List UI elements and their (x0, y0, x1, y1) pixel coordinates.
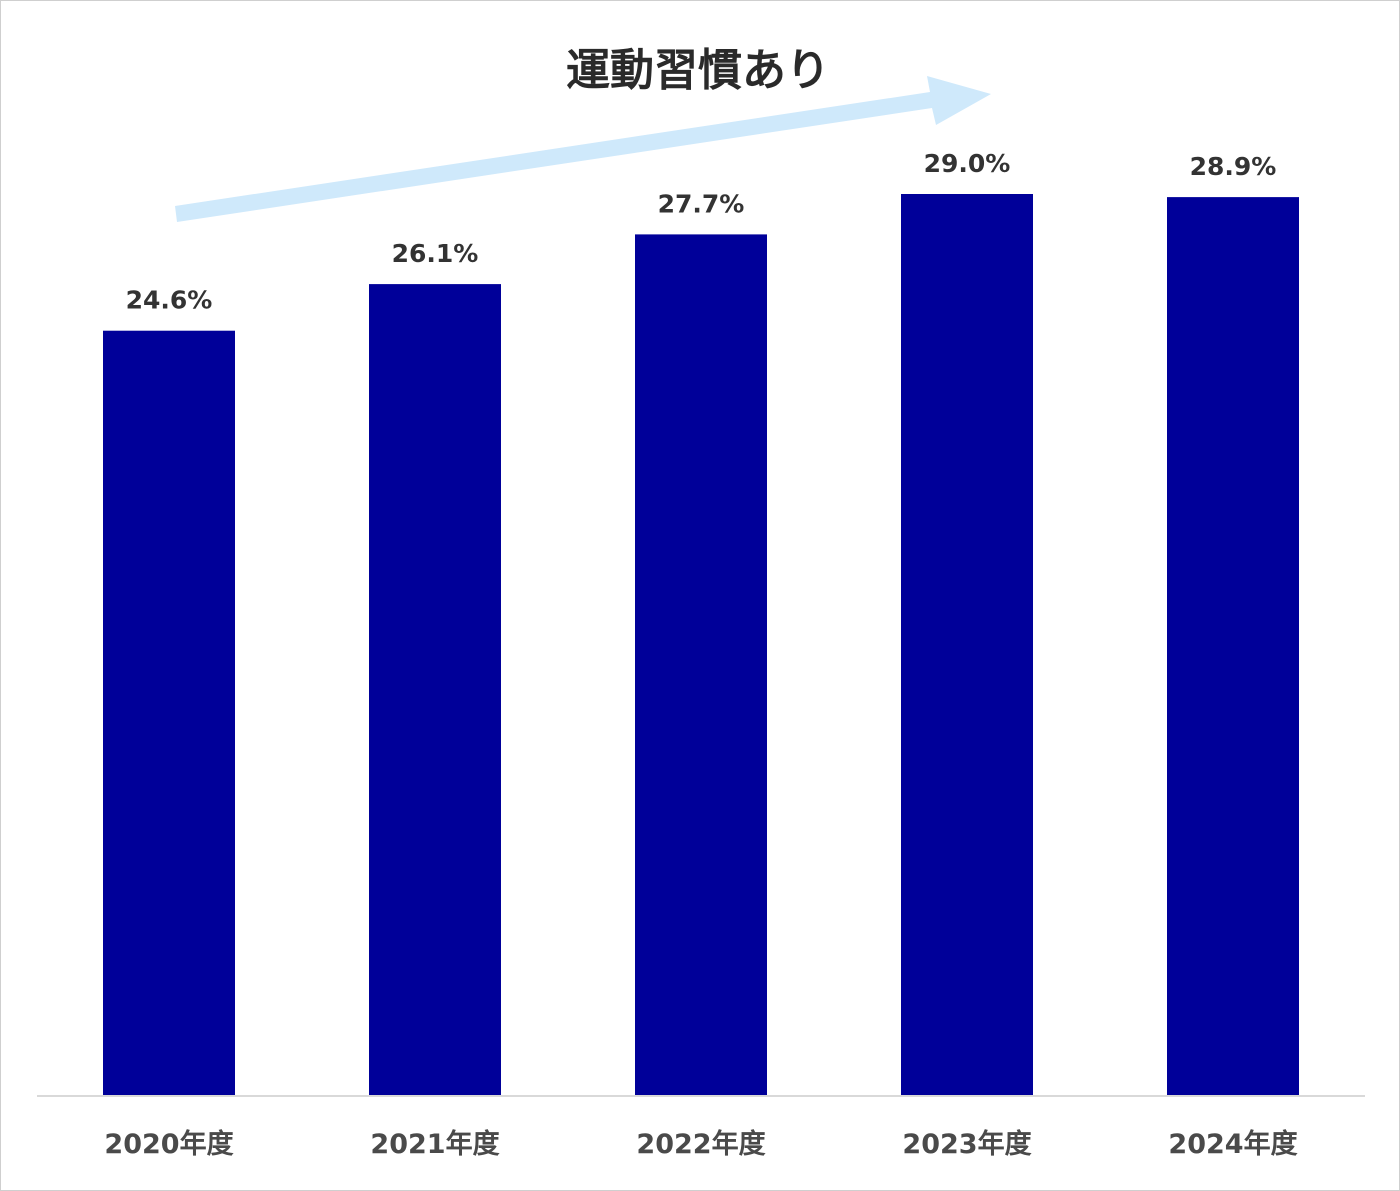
category-label-3: 2022年度 (636, 1128, 765, 1160)
category-label-2: 2021年度 (370, 1128, 499, 1160)
category-label-1: 2020年度 (104, 1128, 233, 1160)
bar-3 (635, 234, 767, 1095)
bar-2 (369, 284, 501, 1096)
bar-5 (1167, 197, 1299, 1095)
trend-arrow (175, 76, 991, 222)
value-label-2: 26.1% (392, 239, 479, 268)
value-label-4: 29.0% (924, 149, 1011, 178)
value-label-5: 28.9% (1190, 152, 1277, 181)
bars-group: 24.6% 2020年度 26.1% 2021年度 27.7% 2022年度 29.0% 20… (103, 149, 1299, 1160)
annotation-text: 運動習慣あり (566, 45, 830, 96)
value-label-1: 24.6% (126, 286, 213, 315)
category-label-5: 2024年度 (1168, 1128, 1297, 1160)
category-label-4: 2023年度 (902, 1128, 1031, 1160)
bar-4 (901, 194, 1033, 1095)
value-label-3: 27.7% (658, 189, 745, 218)
bar-1 (103, 330, 235, 1095)
